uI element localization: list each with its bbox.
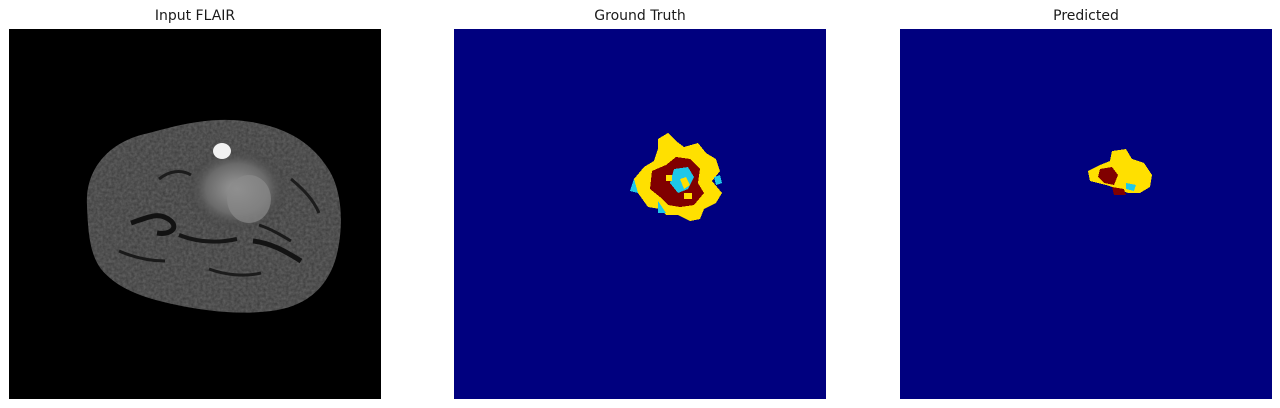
predicted-panel: Predicted [900,0,1272,408]
input-flair-title: Input FLAIR [154,8,236,24]
predicted-mask-image [900,29,1272,399]
ground-truth-title: Ground Truth [594,8,686,24]
brain-mri-image [9,29,381,399]
input-flair-panel: Input FLAIR [9,0,381,408]
ground-truth-mask-image [454,29,826,399]
predicted-title: Predicted [1053,8,1119,24]
ground-truth-panel: Ground Truth [454,0,826,408]
